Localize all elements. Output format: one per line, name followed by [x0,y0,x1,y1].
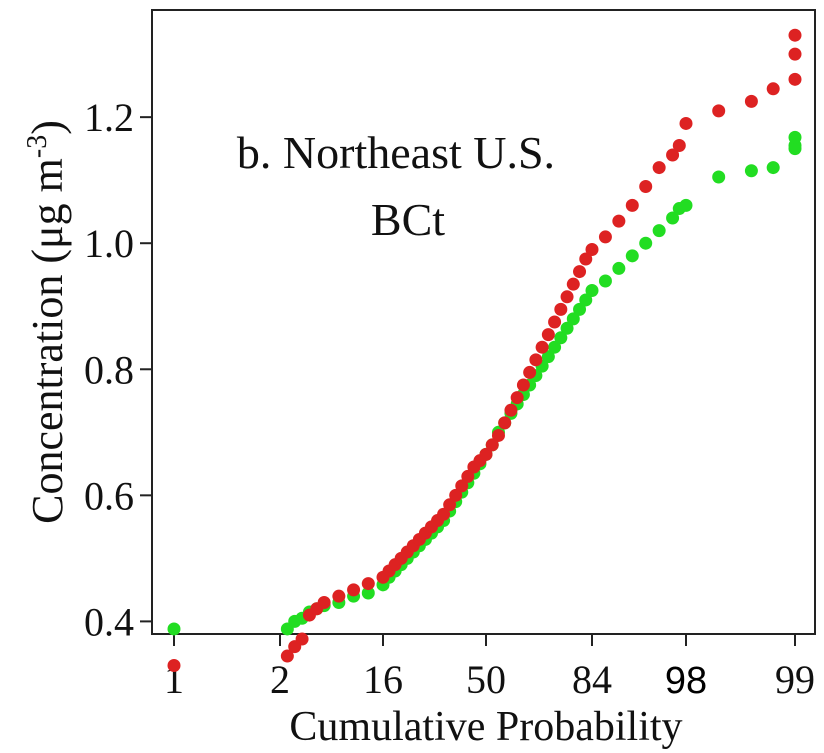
data-point-series-1 [788,130,802,144]
data-point-series-1 [361,586,375,600]
data-point-series-2 [744,94,758,108]
x-tick-label: 16 [363,657,403,702]
y-tick-label: 0.6 [84,473,134,518]
x-tick-label: 84 [572,657,612,702]
data-point-series-2 [491,428,505,442]
chart-title-line-2: BCt [371,194,445,245]
data-point-series-2 [443,498,457,512]
data-point-series-1 [712,170,726,184]
data-point-series-1 [612,261,626,275]
data-point-series-2 [625,198,639,212]
data-point-series-2 [788,72,802,86]
data-point-series-1 [639,236,653,250]
data-point-series-2 [566,277,580,291]
data-point-series-1 [554,331,568,345]
data-point-series-2 [679,116,693,130]
data-point-series-1 [560,321,574,335]
data-point-series-1 [679,198,693,212]
data-point-series-2 [598,230,612,244]
data-point-series-1 [666,211,680,225]
data-point-series-2 [449,488,463,502]
data-point-series-2 [529,353,543,367]
data-point-series-2 [504,403,518,417]
data-point-series-2 [437,507,451,521]
data-points [167,28,802,673]
data-point-series-2 [560,290,574,304]
data-point-series-1 [598,274,612,288]
data-point-series-2 [361,577,375,591]
data-point-series-1 [766,161,780,175]
data-point-series-1 [541,350,555,364]
data-point-series-2 [612,214,626,228]
data-point-series-2 [510,391,524,405]
data-point-series-2 [167,659,181,673]
data-point-series-2 [639,179,653,193]
y-axis-ticks: 0.4 0.6 0.8 1.0 1.2 [84,95,152,644]
data-point-series-1 [744,164,758,178]
data-point-series-2 [498,416,512,430]
x-tick-label: 98 [665,660,707,702]
data-point-series-2 [554,302,568,316]
data-point-series-2 [712,104,726,118]
data-point-series-2 [516,378,530,392]
data-point-series-2 [455,479,469,493]
y-tick-label: 0.4 [84,599,134,644]
data-point-series-2 [573,265,587,279]
plot-frame [151,9,816,635]
y-tick-label: 1.0 [84,221,134,266]
data-point-series-2 [788,47,802,61]
data-point-series-2 [535,340,549,354]
data-point-series-1 [585,283,599,297]
data-point-series-2 [523,365,537,379]
data-point-series-1 [566,312,580,326]
x-tick-label: 99 [775,657,815,702]
data-point-series-2 [317,595,331,609]
data-point-series-2 [579,252,593,266]
data-point-series-2 [672,139,686,153]
data-point-series-2 [347,583,361,597]
data-point-series-1 [548,340,562,354]
data-point-series-1 [579,293,593,307]
data-point-series-1 [625,249,639,263]
y-tick-label: 1.2 [84,95,134,140]
data-point-series-1 [652,224,666,238]
data-point-series-2 [485,438,499,452]
x-axis-label: Cumulative Probability [289,704,682,750]
data-point-series-2 [541,328,555,342]
data-point-series-2 [548,315,562,329]
data-point-series-2 [652,161,666,175]
data-point-series-2 [788,28,802,42]
data-point-series-1 [167,622,181,636]
data-point-series-2 [280,649,294,663]
y-tick-label: 0.8 [84,347,134,392]
data-point-series-2 [332,589,346,603]
chart-title-line-1: b. Northeast U.S. [237,127,555,178]
data-point-series-2 [766,82,780,96]
data-point-series-2 [479,447,493,461]
x-tick-label: 50 [466,657,506,702]
data-point-series-2 [666,148,680,162]
data-point-series-2 [295,632,309,646]
data-point-series-1 [573,302,587,316]
y-axis-label: Concentration (μg m-3) [22,120,72,524]
x-tick-label: 2 [270,657,290,702]
x-axis-ticks: 1 2 16 50 84 98 99 [164,634,815,702]
data-point-series-2 [461,469,475,483]
data-point-series-2 [585,243,599,257]
